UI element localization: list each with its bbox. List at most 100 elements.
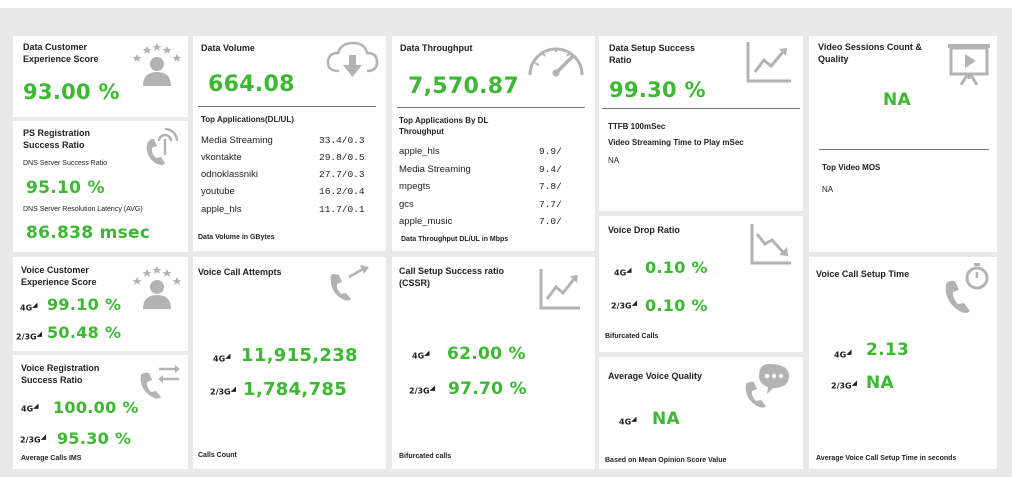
23g-signal-icon: 2/3G◢ bbox=[210, 385, 237, 397]
phone-outgoing-icon bbox=[327, 263, 373, 305]
card-title: Data Customer Experience Score bbox=[23, 42, 99, 64]
4g-signal-icon: 4G◢ bbox=[21, 402, 39, 414]
voice-attempts-23g-value: 1,784,785 bbox=[243, 379, 348, 400]
card-title: Data Volume bbox=[201, 43, 255, 53]
avg-voice-quality-4g-value: NA bbox=[652, 409, 680, 429]
23g-signal-icon: 2/3G◢ bbox=[16, 330, 43, 342]
card-title: Voice Customer Experience Score bbox=[21, 265, 97, 287]
23g-signal-icon: 2/3G◢ bbox=[611, 299, 638, 311]
app-value: 7.7/ bbox=[539, 199, 562, 210]
call-setup-4g-value: 62.00 % bbox=[447, 344, 526, 364]
data-setup-value: 99.30 % bbox=[609, 78, 706, 102]
ttfb-label: TTFB 100mSec bbox=[608, 122, 666, 131]
call-setup-23g-value: 97.70 % bbox=[448, 379, 527, 399]
user-rating-icon bbox=[131, 40, 181, 88]
phone-chat-icon bbox=[743, 362, 793, 410]
app-value: 9.9/ bbox=[539, 146, 562, 157]
voice-attempts-footer: Calls Count bbox=[198, 452, 237, 459]
cloud-download-icon bbox=[325, 41, 379, 81]
card-title: Video Sessions Count & Quality bbox=[818, 42, 922, 64]
voice-attempts-4g-value: 11,915,238 bbox=[241, 345, 358, 366]
card-title: Data Setup Success Ratio bbox=[609, 43, 696, 65]
streaming-value: NA bbox=[608, 156, 620, 165]
divider bbox=[819, 149, 989, 150]
card-title: PS Registration Success Ratio bbox=[23, 128, 91, 150]
divider bbox=[397, 107, 585, 108]
top-apps-title: Top Applications(DL/UL) bbox=[201, 115, 294, 124]
4g-signal-icon: 4G◢ bbox=[619, 415, 637, 427]
app-name: apple_music bbox=[399, 216, 453, 227]
data-volume-footer: Data Volume in GBytes bbox=[198, 234, 275, 241]
data-customer-score-value: 93.00 % bbox=[23, 80, 120, 104]
divider bbox=[602, 108, 800, 109]
phone-transfer-icon bbox=[137, 361, 181, 403]
voice-customer-experience-card[interactable]: Voice Customer Experience Score 4G◢ 99.1… bbox=[13, 257, 188, 351]
4g-signal-icon: 4G◢ bbox=[20, 301, 38, 313]
streaming-label: Video Streaming Time to Play mSec bbox=[608, 138, 744, 147]
phone-antenna-icon bbox=[143, 125, 183, 167]
call-setup-success-card[interactable]: Call Setup Success ratio (CSSR) 4G◢ 62.0… bbox=[392, 257, 595, 469]
voice-drop-23g-value: 0.10 % bbox=[645, 296, 708, 315]
voice-call-setup-time-card[interactable]: Voice Call Setup Time 4G◢ 2.13 2/3G◢ NA … bbox=[809, 257, 997, 469]
voice-reg-4g-value: 100.00 % bbox=[53, 398, 139, 417]
dns-latency-label: DNS Server Resolution Latency (AVG) bbox=[23, 206, 143, 213]
4g-signal-icon: 4G◢ bbox=[614, 266, 632, 278]
trend-chart-icon bbox=[538, 267, 582, 311]
data-throughput-value: 7,570.87 bbox=[408, 74, 519, 99]
app-name: vkontakte bbox=[201, 152, 242, 163]
card-title: Voice Registration Success Ratio bbox=[21, 363, 100, 385]
voice-customer-23g-value: 50.48 % bbox=[47, 323, 122, 342]
data-setup-success-card[interactable]: Data Setup Success Ratio 99.30 % TTFB 10… bbox=[599, 36, 803, 211]
phone-timer-icon bbox=[943, 262, 991, 318]
voice-registration-card[interactable]: Voice Registration Success Ratio 4G◢ 100… bbox=[13, 355, 188, 469]
call-setup-footer: Bifurcated calls bbox=[399, 453, 452, 460]
app-name: apple_hls bbox=[201, 204, 242, 215]
voice-reg-footer: Average Calls IMS bbox=[21, 455, 82, 462]
dns-success-label: DNS Server Success Ratio bbox=[23, 160, 108, 167]
user-rating-icon bbox=[131, 263, 181, 311]
voice-call-attempts-card[interactable]: Voice Call Attempts 4G◢ 11,915,238 2/3G◢… bbox=[193, 257, 386, 469]
card-title: Voice Call Setup Time bbox=[816, 269, 910, 279]
presentation-board-icon bbox=[947, 41, 991, 85]
card-title: Voice Call Attempts bbox=[198, 267, 282, 277]
app-value: 7.8/ bbox=[539, 181, 562, 192]
app-value: 7.0/ bbox=[539, 216, 562, 227]
23g-signal-icon: 2/3G◢ bbox=[409, 384, 436, 396]
card-title: Voice Drop Ratio bbox=[608, 225, 680, 235]
data-throughput-footer: Data Throughput DL/UL in Mbps bbox=[401, 236, 509, 243]
average-voice-quality-card[interactable]: Average Voice Quality 4G◢ NA Based on Me… bbox=[599, 357, 803, 469]
data-volume-card[interactable]: Data Volume 664.08 Top Applications(DL/U… bbox=[193, 36, 386, 251]
app-name: odnoklassniki bbox=[201, 169, 259, 180]
app-name: Media Streaming bbox=[201, 135, 273, 146]
trend-chart-icon bbox=[745, 40, 793, 84]
voice-customer-4g-value: 99.10 % bbox=[47, 295, 122, 314]
voice-setup-footer: Average Voice Call Setup Time in seconds bbox=[816, 455, 957, 462]
23g-signal-icon: 2/3G◢ bbox=[831, 379, 858, 391]
app-value: 33.4/0.3 bbox=[319, 135, 365, 146]
divider bbox=[198, 106, 376, 107]
app-name: Media Streaming bbox=[399, 164, 471, 175]
trend-down-chart-icon bbox=[749, 222, 793, 266]
ps-registration-card[interactable]: PS Registration Success Ratio DNS Server… bbox=[13, 121, 188, 252]
card-title: Call Setup Success ratio (CSSR) bbox=[399, 266, 505, 288]
voice-reg-23g-value: 95.30 % bbox=[57, 429, 132, 448]
dns-latency-value: 86.838 msec bbox=[26, 223, 151, 243]
video-sessions-card[interactable]: Video Sessions Count & Quality NA Top Vi… bbox=[809, 36, 997, 252]
video-sessions-value: NA bbox=[883, 90, 911, 110]
data-customer-experience-card[interactable]: Data Customer Experience Score 93.00 % bbox=[13, 36, 188, 117]
voice-drop-footer: Bifurcated Calls bbox=[605, 333, 659, 340]
voice-drop-card[interactable]: Voice Drop Ratio 4G◢ 0.10 % 2/3G◢ 0.10 %… bbox=[599, 216, 803, 352]
card-title: Data Throughput bbox=[400, 43, 473, 53]
app-value: 9.4/ bbox=[539, 164, 562, 175]
top-video-mos-label: Top Video MOS bbox=[822, 163, 881, 172]
card-title: Average Voice Quality bbox=[608, 371, 703, 381]
avg-voice-quality-footer: Based on Mean Opinion Score Value bbox=[605, 457, 727, 464]
voice-drop-4g-value: 0.10 % bbox=[645, 258, 708, 277]
4g-signal-icon: 4G◢ bbox=[834, 348, 852, 360]
top-bar bbox=[0, 0, 1012, 8]
4g-signal-icon: 4G◢ bbox=[213, 352, 231, 364]
app-name: gcs bbox=[399, 199, 414, 210]
top-video-mos-value: NA bbox=[822, 185, 834, 194]
speedometer-icon bbox=[526, 41, 586, 77]
data-throughput-card[interactable]: Data Throughput 7,570.87 Top Application… bbox=[392, 36, 595, 251]
